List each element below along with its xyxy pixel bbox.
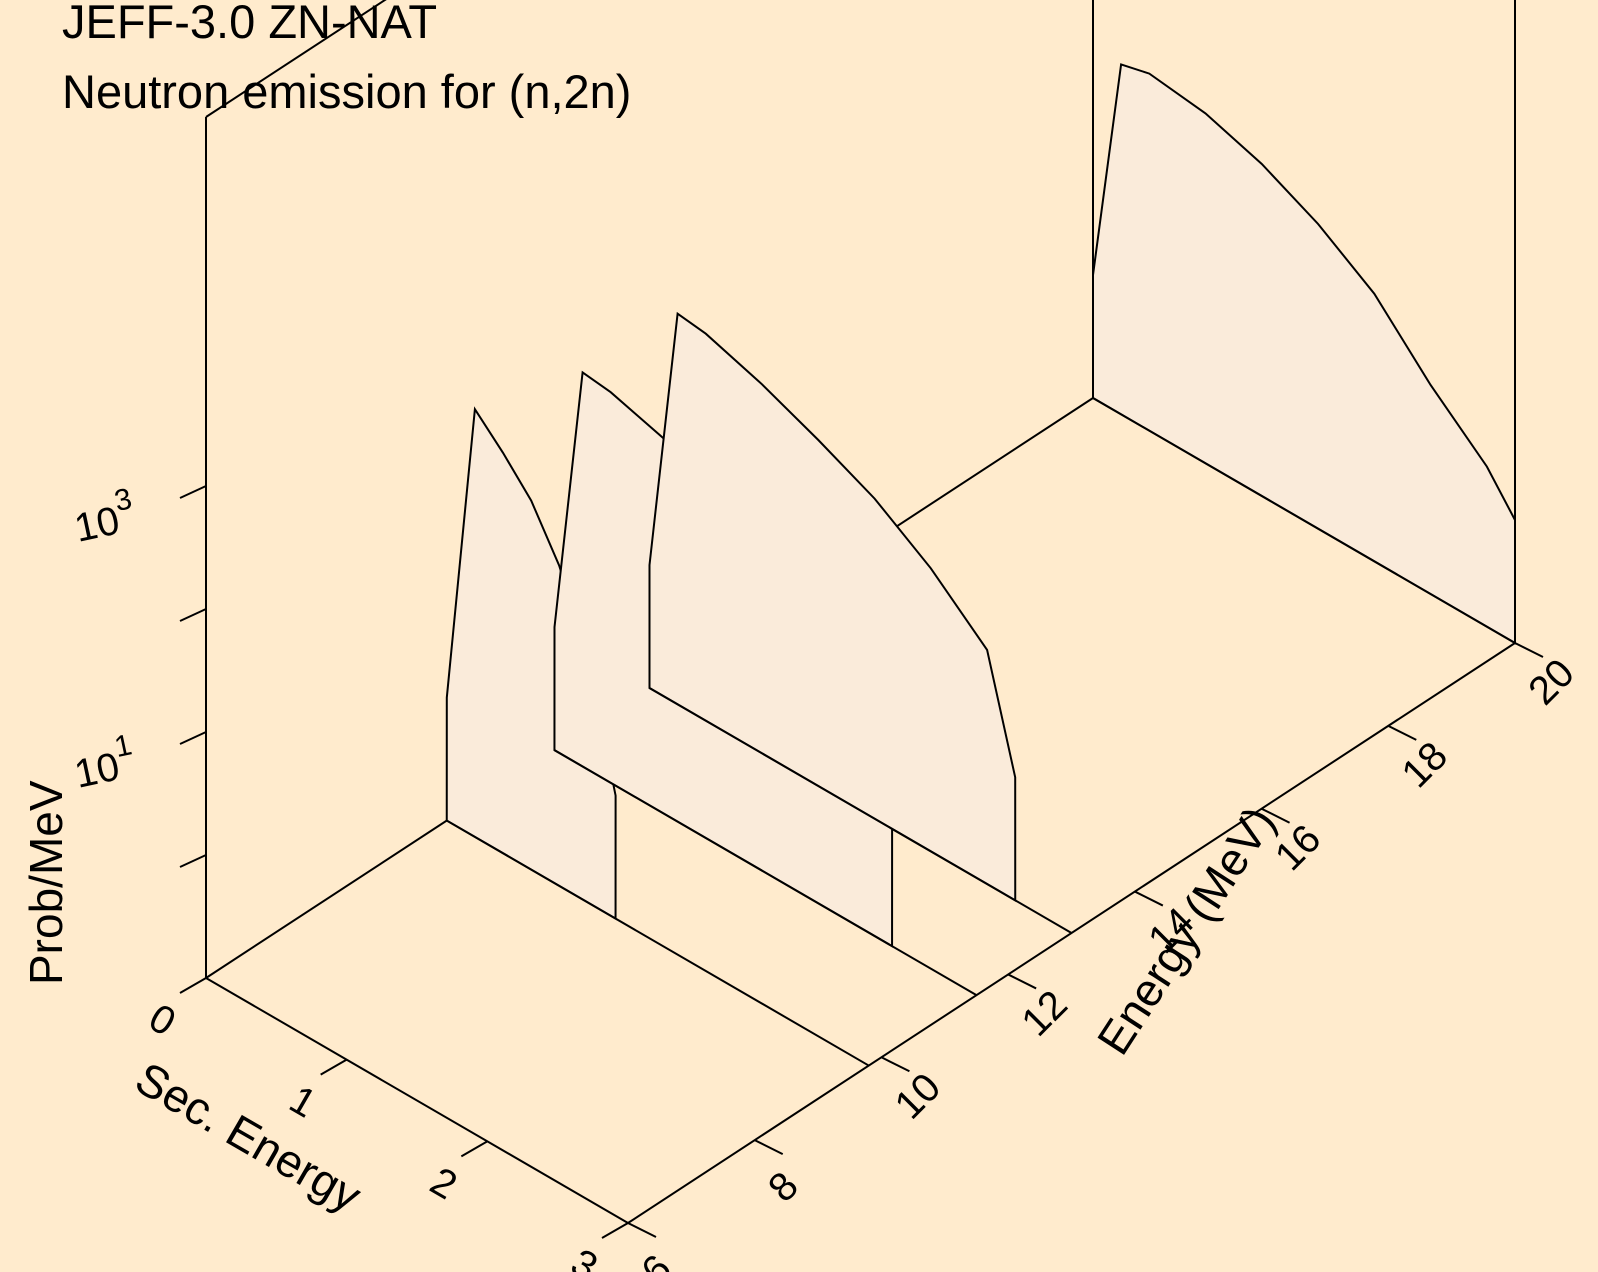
- box-top-back-left: [205, 0, 387, 118]
- spectra-group: [445, 63, 1516, 1067]
- y-tick-5: [1261, 807, 1291, 824]
- y-tick-1: [754, 1139, 784, 1156]
- z-tick-label-0: 103: [68, 482, 140, 550]
- x-tick-label-2: 2: [423, 1159, 464, 1208]
- z-minor-tick-0: [179, 854, 207, 868]
- z-minor-tick-1: [179, 608, 207, 622]
- x-axis-line: [205, 977, 629, 1224]
- y-tick-label-3: 12: [1013, 982, 1076, 1045]
- y-tick-label-7: 20: [1520, 651, 1583, 714]
- y-tick-label-2: 10: [887, 1065, 950, 1128]
- y-tick-2: [880, 1056, 910, 1073]
- y-axis-label: Energy (MeV): [1087, 797, 1285, 1063]
- x-tick-label-0: 0: [142, 996, 183, 1045]
- x-tick-label-3: 3: [564, 1241, 605, 1272]
- z-tick-0: [179, 485, 207, 499]
- y-tick-label-6: 18: [1394, 734, 1457, 797]
- spectrum-baseline-0: [446, 819, 870, 1067]
- spectrum-baseline-1: [553, 749, 977, 997]
- chart-subtitle: Neutron emission for (n,2n): [62, 65, 631, 118]
- y-tick-3: [1007, 973, 1037, 990]
- y-tick-0: [627, 1222, 657, 1238]
- z-tick-base-1: 10: [71, 745, 124, 797]
- y-tick-7: [1514, 642, 1544, 658]
- z-tick-exp-0: 3: [112, 482, 135, 518]
- y-tick-6: [1387, 724, 1417, 741]
- x-tick-label-1: 1: [282, 1077, 323, 1126]
- y-tick-label-1: 8: [760, 1164, 807, 1211]
- x-axis-label: Sec. Energy: [127, 1052, 370, 1222]
- z-tick-1: [179, 731, 207, 745]
- x-tick-3: [601, 1222, 629, 1239]
- z-tick-base-0: 10: [71, 499, 124, 551]
- chart-title: JEFF-3.0 ZN-NAT: [62, 0, 437, 48]
- spectrum-0: [445, 406, 617, 921]
- z-tick-exp-1: 1: [112, 728, 135, 764]
- spectrum-baseline-2: [648, 687, 1073, 934]
- spectrum-2: [648, 311, 1017, 903]
- x-tick-1: [320, 1058, 348, 1076]
- spectrum-baseline-3: [1092, 397, 1516, 644]
- y-tick-4: [1134, 890, 1164, 907]
- y-tick-label-0: 6: [633, 1247, 680, 1272]
- x-tick-2: [460, 1140, 488, 1158]
- x-tick-0: [179, 977, 207, 994]
- z-tick-label-1: 101: [68, 728, 140, 796]
- z-axis-label: Prob/MeV: [20, 780, 72, 985]
- spectrum-3: [1092, 63, 1516, 645]
